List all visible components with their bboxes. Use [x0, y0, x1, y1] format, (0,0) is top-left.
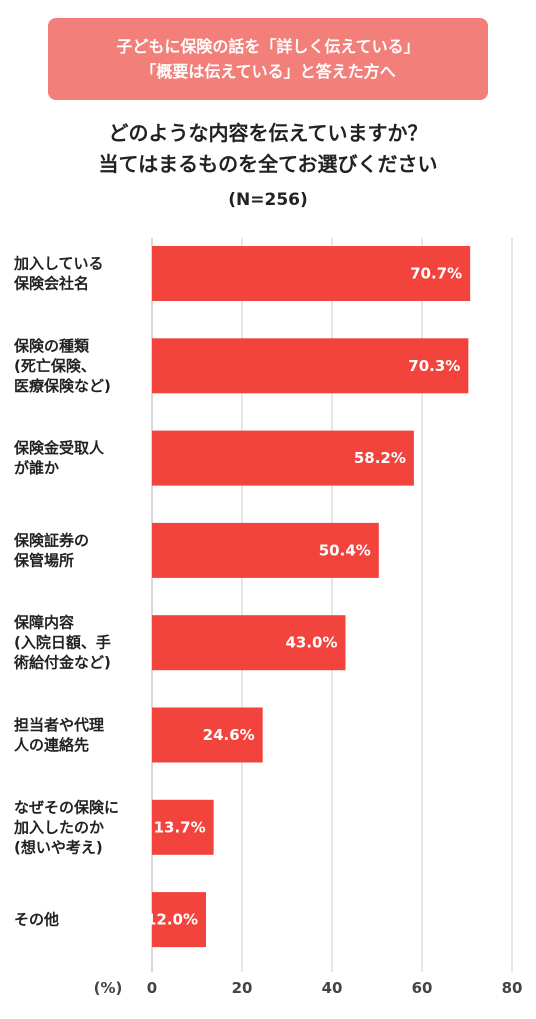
bar — [152, 430, 414, 486]
category-label: 加入したのか — [13, 818, 104, 836]
value-label: 13.7% — [154, 818, 206, 836]
bar — [152, 246, 471, 301]
category-label: が誰か — [14, 459, 59, 477]
value-label: 70.3% — [408, 357, 460, 375]
bar — [152, 892, 206, 948]
category-label: (入院日額、手 — [14, 634, 111, 652]
category-label: (死亡保険、 — [14, 357, 96, 375]
banner-line-2: 「概要は伝えている」と答えた方へ — [140, 62, 396, 81]
x-tick-label: 0 — [147, 979, 157, 997]
category-label: 保険証券の — [13, 531, 89, 549]
x-tick-label: 20 — [232, 979, 253, 997]
category-label: 医療保険など) — [14, 377, 111, 395]
bar — [152, 522, 379, 578]
category-label: その他 — [14, 911, 59, 929]
x-tick-label: 60 — [412, 979, 433, 997]
value-label: 12.0% — [146, 911, 198, 929]
bar — [152, 338, 469, 394]
x-tick-label: 80 — [502, 979, 523, 997]
bar — [152, 707, 263, 763]
category-label: 人の連絡先 — [14, 736, 89, 754]
category-label: 保管場所 — [13, 551, 74, 569]
value-label: 70.7% — [410, 265, 462, 283]
category-label: 保険の種類 — [13, 337, 90, 355]
question-line-1: どのような内容を伝えていますか？ — [108, 121, 428, 145]
category-label: 保障内容 — [13, 614, 74, 632]
value-label: 43.0% — [285, 634, 337, 652]
category-label: なぜその保険に — [14, 798, 119, 816]
category-label: 加入している — [13, 255, 104, 273]
value-label: 24.6% — [203, 726, 255, 744]
category-label: 保険会社名 — [13, 275, 89, 293]
x-tick-label: 40 — [322, 979, 343, 997]
value-label: 58.2% — [354, 449, 406, 467]
banner-line-1: 子どもに保険の話を「詳しく伝えている」 — [116, 37, 420, 56]
category-label: (想いや考え) — [14, 838, 103, 856]
category-label: 担当者や代理 — [14, 716, 104, 734]
title-banner: 子どもに保険の話を「詳しく伝えている」 「概要は伝えている」と答えた方へ — [48, 18, 488, 100]
bar — [152, 615, 346, 671]
category-label: 術給付金など) — [13, 654, 111, 672]
chart-question: どのような内容を伝えていますか？ 当てはまるものを全てお選びください — [0, 118, 536, 180]
value-label: 50.4% — [319, 541, 371, 559]
bar — [152, 799, 214, 855]
sample-size: (N=256) — [228, 190, 308, 210]
question-line-2: 当てはまるものを全てお選びください — [98, 152, 438, 176]
unit-label: (%) — [94, 979, 123, 997]
category-label: 保険金受取人 — [13, 439, 105, 457]
